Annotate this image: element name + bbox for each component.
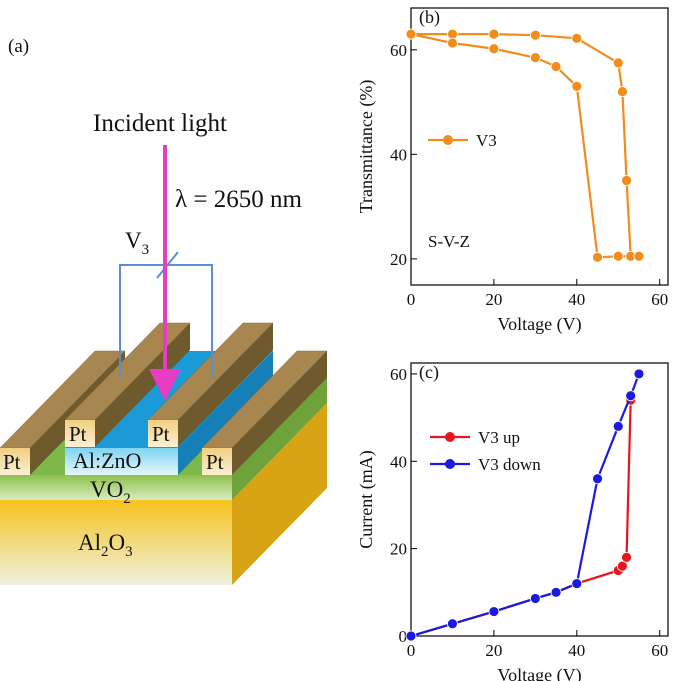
x-tick-label: 60 [651,290,668,309]
vo2-front [0,475,232,500]
panel-label: (c) [419,362,439,383]
x-tick-label: 20 [485,641,502,660]
incident-label: Incident light [93,110,227,137]
x-tick-label: 0 [407,641,416,660]
data-point [571,578,583,589]
azo-side [178,351,273,475]
data-point [592,473,603,485]
data-point [592,251,603,263]
legend-marker [445,432,455,442]
pt-front [65,420,95,447]
legend-label: V3 [476,131,497,150]
legend-marker [445,459,455,469]
pt-label: Pt [3,450,21,474]
y-tick-label: 40 [390,145,407,164]
al2o3-label: Al2O3 [78,530,133,560]
pt-side [178,323,273,447]
data-point [571,32,583,44]
pt-front [0,448,30,475]
y-tick-label: 0 [399,627,408,646]
y-tick-label: 60 [390,365,407,384]
data-point [529,52,541,64]
text-part: VO [90,477,123,502]
panel-label: (b) [419,7,440,28]
data-point [633,368,645,380]
data-point [488,43,500,55]
substrate-side [232,403,327,585]
data-point [633,250,645,262]
chart-c: 0 20 40 60 0 20 40 60 Voltage (V) Current (mA) (c)… [356,362,669,681]
y-tick-label: 60 [390,41,407,60]
data-point [529,29,541,41]
y-tick-label: 20 [390,540,407,559]
series-line [410,400,632,638]
x-tick-label: 0 [407,290,416,309]
data-point [488,606,500,617]
pt-side [232,351,327,475]
data-point [447,37,458,49]
x-axis-label: Voltage (V) [497,314,581,335]
pt-label: Pt [152,422,170,446]
panel-label: (a) [8,36,29,57]
data-point [550,61,562,72]
substrate-front [0,500,232,585]
subscript: 2 [123,491,130,507]
azo-front [65,448,178,475]
text-part: V [125,228,142,253]
data-point [405,630,417,642]
plot-frame [410,7,669,286]
resistor-arrow [156,251,179,279]
subscript: 2 [101,544,108,560]
x-tick-label: 40 [568,290,585,309]
y-axis-label: Transmittance (%) [356,80,377,214]
data-point [529,593,541,604]
y-axis-label: Current (mA) [356,450,377,548]
x-axis-label: Voltage (V) [497,665,581,681]
data-point [612,420,624,432]
vo2-side [232,378,327,500]
pt-front [148,420,178,447]
data-point [621,175,632,186]
legend-marker [443,135,453,145]
text-part: O [108,530,125,555]
data-point [612,250,624,262]
series-line [410,373,641,638]
pt-front [202,448,232,475]
y-tick-label: 20 [390,250,407,269]
legend-label: V3 down [478,455,541,474]
wavelength-label: λ = 2650 nm [175,186,302,213]
annotation: S-V-Z [428,232,470,251]
plot-frame [410,362,669,637]
data-point [488,28,500,40]
vo2-label: VO2 [90,477,131,507]
data-point [571,80,583,92]
series-line [410,33,639,259]
chart-b: 0 20 40 60 20 40 60 Voltage (V) Transmittance (%… [356,7,669,335]
data-point [617,560,628,572]
y-tick-label: 40 [390,452,407,471]
legend-label: V3 up [478,428,520,447]
data-point [447,618,458,630]
data-point [625,390,637,402]
x-tick-label: 40 [568,641,585,660]
data-point [612,57,624,69]
data-point [617,86,628,98]
pt-label: Pt [69,422,87,446]
data-point [550,586,562,598]
azo-label: Al:ZnO [73,448,141,473]
data-point [405,28,417,40]
pt-label: Pt [206,450,224,474]
x-tick-label: 60 [651,641,668,660]
subscript: 3 [125,544,132,560]
data-point [621,551,632,563]
text-part: Al [78,530,101,555]
subscript: 3 [142,242,149,258]
x-tick-label: 20 [485,290,502,309]
voltage-label: V3 [125,228,149,258]
